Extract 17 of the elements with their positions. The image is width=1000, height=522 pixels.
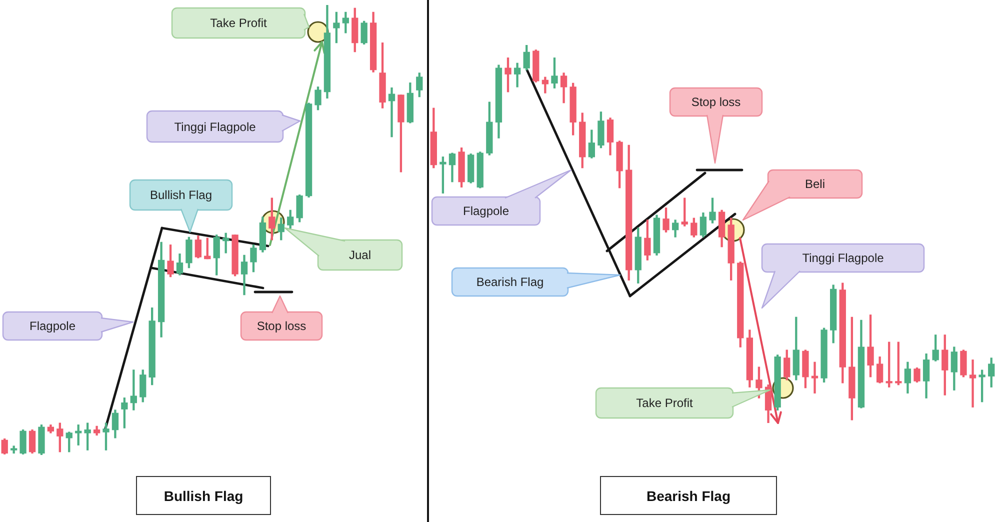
annotation: Take Profit (210, 16, 267, 30)
annotation: Stop loss (691, 95, 741, 109)
annotation: Take Profit (636, 396, 693, 410)
annotation: Bearish Flag (476, 275, 544, 289)
caption-frame: Bearish Flag (600, 476, 777, 515)
annotation: Jual (348, 248, 371, 262)
annotation: Flagpole (29, 319, 76, 333)
candlestick (811, 362, 818, 394)
annotation: Flagpole (462, 204, 510, 218)
caption-frame: Bullish Flag (136, 476, 271, 515)
annotation: Beli (804, 177, 825, 191)
annotation: Stop loss (256, 319, 306, 333)
candlestick (388, 87, 396, 138)
annotation: Tinggi Flagpole (802, 251, 884, 265)
annotation: Tinggi Flagpole (174, 120, 256, 134)
annotation: Bullish Flag (150, 188, 212, 202)
candlestick (969, 360, 976, 408)
